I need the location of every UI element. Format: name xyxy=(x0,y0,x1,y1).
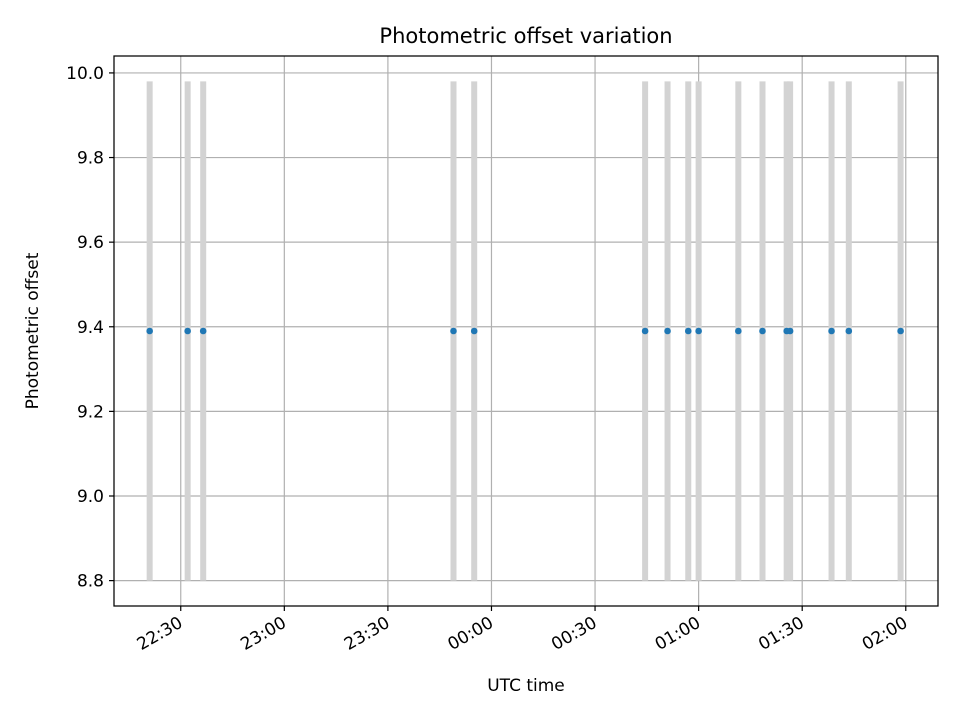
y-tick-label: 8.8 xyxy=(77,572,104,592)
x-tick-label: 23:30 xyxy=(341,613,393,655)
y-tick-label: 9.2 xyxy=(77,402,104,422)
chart-title: Photometric offset variation xyxy=(379,24,672,48)
data-point xyxy=(759,327,766,335)
x-tick-label: 00:00 xyxy=(445,613,497,655)
data-point xyxy=(695,327,702,335)
data-points xyxy=(146,327,904,335)
plot-frame xyxy=(113,55,939,607)
data-point xyxy=(845,327,853,335)
data-point xyxy=(664,327,671,335)
y-axis-label: Photometric offset xyxy=(23,252,43,409)
x-tick-label: 02:00 xyxy=(859,613,911,655)
y-tick-label: 9.0 xyxy=(77,487,104,507)
data-point xyxy=(786,327,794,335)
x-axis-label: UTC time xyxy=(487,676,565,696)
x-tick-label: 00:30 xyxy=(548,613,600,655)
data-point xyxy=(897,327,904,335)
data-point xyxy=(470,327,478,335)
y-tick-label: 10.0 xyxy=(66,64,104,84)
data-point xyxy=(684,327,692,335)
x-tick-label: 01:30 xyxy=(755,613,807,655)
data-point xyxy=(146,327,153,335)
data-point xyxy=(735,327,742,335)
data-point xyxy=(184,327,191,335)
y-tick-label: 9.8 xyxy=(77,149,104,169)
data-point xyxy=(828,327,835,335)
data-point xyxy=(450,327,457,335)
data-point xyxy=(199,327,207,335)
grid-lines xyxy=(114,56,938,606)
x-tick-label: 23:00 xyxy=(237,613,289,655)
y-tick-label: 9.6 xyxy=(77,233,104,253)
y-tick-label: 9.4 xyxy=(77,318,104,338)
data-point xyxy=(641,327,649,335)
x-tick-label: 01:00 xyxy=(652,613,704,655)
x-tick-label: 22:30 xyxy=(134,613,186,655)
